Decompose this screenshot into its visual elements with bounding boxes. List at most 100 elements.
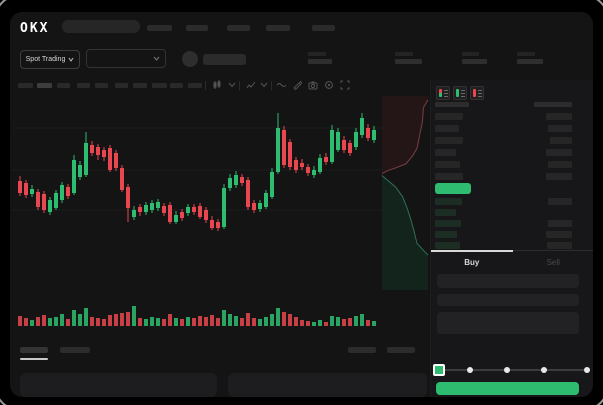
nav-item[interactable]	[266, 25, 290, 31]
timeframe-button[interactable]	[57, 83, 70, 88]
bid-row-amount[interactable]	[546, 231, 572, 238]
bid-row-amount[interactable]	[548, 198, 572, 205]
slider-stop-dot[interactable]	[467, 367, 474, 373]
candle-body	[162, 206, 166, 213]
bid-row-price[interactable]	[435, 209, 456, 216]
order-form-field[interactable]	[437, 274, 579, 288]
bid-row-price[interactable]	[435, 198, 462, 205]
slider-stop-dot[interactable]	[584, 367, 590, 373]
book-combined-icon[interactable]	[436, 86, 450, 100]
timeframe-button[interactable]	[152, 83, 167, 88]
camera-icon[interactable]	[308, 80, 318, 90]
volume-bar	[372, 321, 376, 326]
volume-bar	[228, 314, 232, 326]
bid-row-amount[interactable]	[547, 242, 572, 249]
bottom-tab[interactable]	[60, 347, 90, 353]
bottom-toolbar-item[interactable]	[387, 347, 415, 353]
slider-handle[interactable]	[433, 364, 445, 376]
chevron-down-icon[interactable]	[260, 82, 270, 92]
pencil-icon[interactable]	[292, 80, 302, 90]
bottom-tab[interactable]	[20, 347, 48, 353]
ask-row-amount[interactable]	[546, 149, 572, 156]
volume-bar	[48, 318, 52, 326]
book-header-right	[534, 102, 572, 107]
candle-body	[138, 207, 142, 212]
pair-name-placeholder	[203, 54, 246, 65]
gear-icon[interactable]	[324, 80, 334, 90]
ask-row-price[interactable]	[435, 137, 463, 144]
book-bids-only-icon[interactable]	[453, 86, 467, 100]
slider-stop-dot[interactable]	[503, 367, 510, 373]
nav-item[interactable]	[312, 25, 335, 31]
timeframe-button[interactable]	[133, 83, 147, 88]
timeframe-button[interactable]	[37, 83, 52, 88]
tab-buy[interactable]: Buy	[431, 250, 513, 273]
timeframe-button[interactable]	[115, 83, 128, 88]
volume-bar	[60, 314, 64, 326]
nav-item[interactable]	[186, 25, 208, 31]
toolbar-divider	[239, 81, 240, 90]
search-input[interactable]	[62, 20, 140, 33]
timeframe-button[interactable]	[18, 83, 33, 88]
candle-body	[336, 132, 340, 150]
candle-body	[282, 130, 286, 165]
ask-row-amount[interactable]	[546, 173, 572, 180]
timeframe-button[interactable]	[188, 83, 202, 88]
candle-body	[144, 205, 148, 212]
bid-row-amount[interactable]	[548, 220, 572, 227]
ask-row-price[interactable]	[435, 161, 460, 168]
wave-icon[interactable]	[276, 80, 287, 90]
price-chart[interactable]	[10, 90, 430, 340]
bid-row-price[interactable]	[435, 220, 461, 227]
volume-bar	[162, 319, 166, 326]
ask-row-price[interactable]	[435, 149, 456, 156]
ask-row-amount[interactable]	[548, 125, 572, 132]
order-book-and-trade-panel: Buy Sell	[430, 80, 593, 397]
ask-row-price[interactable]	[435, 113, 463, 120]
volume-bar	[138, 318, 142, 326]
chevron-down-icon[interactable]	[228, 82, 238, 92]
candle-body	[276, 128, 280, 172]
ask-row-price[interactable]	[435, 173, 463, 180]
order-form-field[interactable]	[437, 294, 579, 306]
nav-item[interactable]	[147, 25, 172, 31]
ask-row-price[interactable]	[435, 125, 459, 132]
volume-bar	[180, 319, 184, 326]
ask-row-amount[interactable]	[546, 113, 572, 120]
volume-bar	[276, 308, 280, 326]
order-form-field[interactable]	[437, 312, 579, 334]
candles-style-icon[interactable]	[212, 80, 222, 90]
candle-body	[312, 170, 316, 175]
volume-bar	[126, 312, 130, 326]
buy-button[interactable]	[436, 382, 579, 395]
market-type-selector[interactable]: Spot Trading	[20, 50, 80, 69]
fullscreen-icon[interactable]	[340, 80, 350, 90]
candle-body	[24, 183, 28, 195]
volume-bar	[294, 317, 298, 326]
pair-dropdown[interactable]	[86, 49, 166, 68]
timeframe-button[interactable]	[77, 83, 90, 88]
nav-item[interactable]	[227, 25, 250, 31]
bid-row-price[interactable]	[435, 242, 460, 249]
candle-body	[354, 132, 358, 147]
volume-bar	[66, 319, 70, 326]
bottom-toolbar-item[interactable]	[348, 347, 376, 353]
ask-row-amount[interactable]	[548, 161, 572, 168]
timeframe-button[interactable]	[170, 83, 183, 88]
timeframe-button[interactable]	[95, 83, 108, 88]
volume-bar	[342, 319, 346, 326]
depth-asks-area	[382, 96, 428, 174]
slider-stop-dot[interactable]	[540, 367, 547, 373]
candle-body	[150, 203, 154, 210]
book-asks-only-icon[interactable]	[470, 86, 484, 100]
last-price-highlight[interactable]	[435, 183, 471, 194]
ask-row-amount[interactable]	[550, 137, 572, 144]
bid-row-price[interactable]	[435, 231, 457, 238]
volume-bar	[192, 318, 196, 326]
volume-bar	[288, 314, 292, 326]
candle-body	[48, 200, 52, 212]
indicator-icon[interactable]	[246, 80, 256, 90]
amount-slider[interactable]	[438, 369, 587, 371]
tab-sell[interactable]: Sell	[513, 251, 594, 273]
